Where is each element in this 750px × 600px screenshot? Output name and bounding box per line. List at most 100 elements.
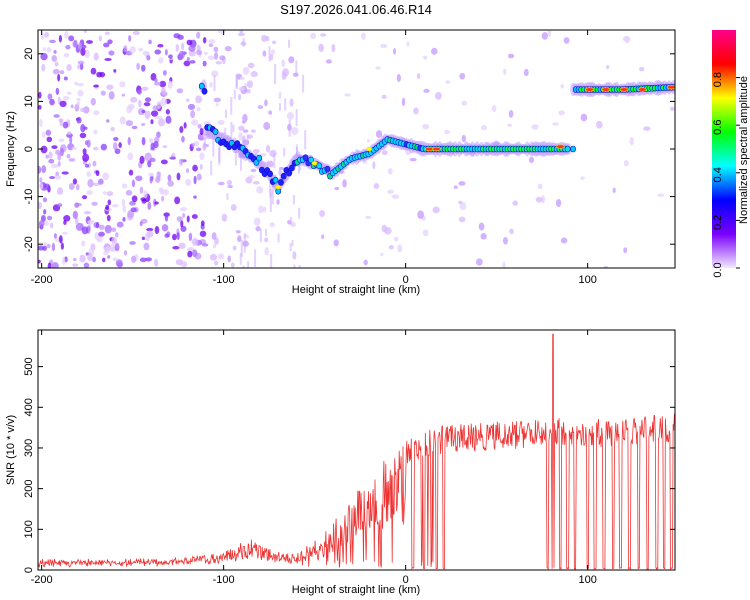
noise-speck [270, 49, 275, 55]
noise-speck [189, 60, 196, 64]
noise-speck [555, 198, 562, 208]
noise-speck [396, 73, 401, 83]
noise-speck [478, 222, 485, 231]
noise-speck [81, 240, 86, 247]
noise-speck [143, 189, 148, 199]
noise-speck [174, 196, 181, 205]
noise-streak [242, 265, 245, 268]
noise-speck [42, 242, 47, 246]
noise-speck [62, 95, 70, 101]
noise-speck [191, 142, 195, 147]
noise-speck [265, 35, 270, 42]
noise-speck [509, 228, 514, 235]
noise-speck [172, 246, 180, 250]
noise-speck [245, 176, 253, 184]
noise-speck [242, 113, 248, 123]
noise-speck [98, 224, 105, 230]
noise-speck [84, 164, 90, 168]
noise-speck [458, 200, 463, 204]
noise-speck [145, 257, 152, 262]
noise-speck [48, 151, 53, 159]
noise-speck [281, 71, 287, 80]
noise-streak [230, 97, 233, 115]
noise-speck [141, 122, 146, 126]
noise-speck [318, 43, 325, 53]
noise-streak [269, 193, 272, 213]
noise-speck [199, 164, 203, 170]
noise-speck [278, 168, 283, 177]
noise-speck [51, 54, 58, 62]
noise-speck [156, 171, 161, 178]
noise-streak [295, 147, 298, 162]
noise-speck [57, 160, 61, 167]
ridge-cell [280, 172, 287, 180]
noise-speck [603, 265, 609, 268]
noise-speck [51, 262, 59, 268]
ridge-cell [302, 154, 309, 161]
noise-speck [246, 80, 254, 89]
noise-speck [114, 243, 120, 252]
noise-speck [200, 220, 205, 226]
noise-speck [375, 66, 381, 70]
noise-speck [76, 82, 85, 87]
noise-streak [290, 217, 293, 225]
noise-streak [232, 124, 235, 133]
noise-speck [116, 221, 124, 228]
noise-speck [242, 129, 249, 133]
noise-speck [86, 40, 93, 44]
noise-speck [319, 209, 326, 218]
noise-speck [54, 175, 62, 180]
noise-speck [42, 47, 46, 51]
noise-speck [90, 67, 97, 75]
noise-speck [156, 101, 162, 109]
noise-speck [434, 91, 442, 100]
noise-streak [239, 252, 242, 265]
noise-speck [51, 163, 59, 169]
noise-speck [179, 125, 184, 134]
noise-streak [277, 233, 280, 243]
noise-speck [104, 57, 112, 61]
noise-speck [83, 106, 90, 114]
noise-streak [299, 161, 302, 171]
noise-speck [391, 194, 399, 199]
noise-speck [476, 258, 483, 266]
noise-speck [214, 260, 219, 266]
noise-speck [226, 179, 233, 186]
noise-streak [304, 130, 307, 150]
noise-speck [162, 69, 167, 76]
noise-speck [199, 230, 207, 237]
noise-speck [130, 96, 138, 103]
noise-speck [512, 200, 519, 206]
noise-speck [252, 148, 260, 154]
noise-streak [292, 194, 295, 205]
noise-speck [563, 37, 570, 44]
noise-speck [224, 46, 232, 52]
noise-speck [173, 33, 181, 39]
noise-speck [271, 40, 277, 45]
noise-speck [38, 91, 42, 99]
colorbar-tick-label: 0.4 [712, 167, 724, 182]
noise-speck [87, 219, 95, 225]
noise-speck [381, 150, 388, 156]
noise-speck [45, 154, 49, 159]
noise-speck [409, 157, 417, 162]
noise-streak [289, 243, 292, 252]
noise-speck [552, 122, 559, 126]
noise-speck [580, 113, 588, 122]
noise-speck [83, 30, 87, 34]
noise-speck [131, 179, 136, 188]
noise-speck [541, 32, 549, 40]
colorbar: 0.0 0.2 0.4 0.6 0.8 Normalized spectral ampl… [712, 30, 750, 278]
noise-speck [146, 227, 154, 232]
noise-speck [215, 61, 223, 65]
spectrogram-noise [38, 30, 675, 268]
noise-speck [393, 48, 397, 55]
noise-speck [164, 233, 170, 238]
noise-speck [112, 257, 118, 262]
noise-speck [83, 262, 90, 268]
noise-speck [82, 148, 87, 155]
noise-speck [130, 255, 137, 263]
noise-speck [230, 204, 237, 211]
